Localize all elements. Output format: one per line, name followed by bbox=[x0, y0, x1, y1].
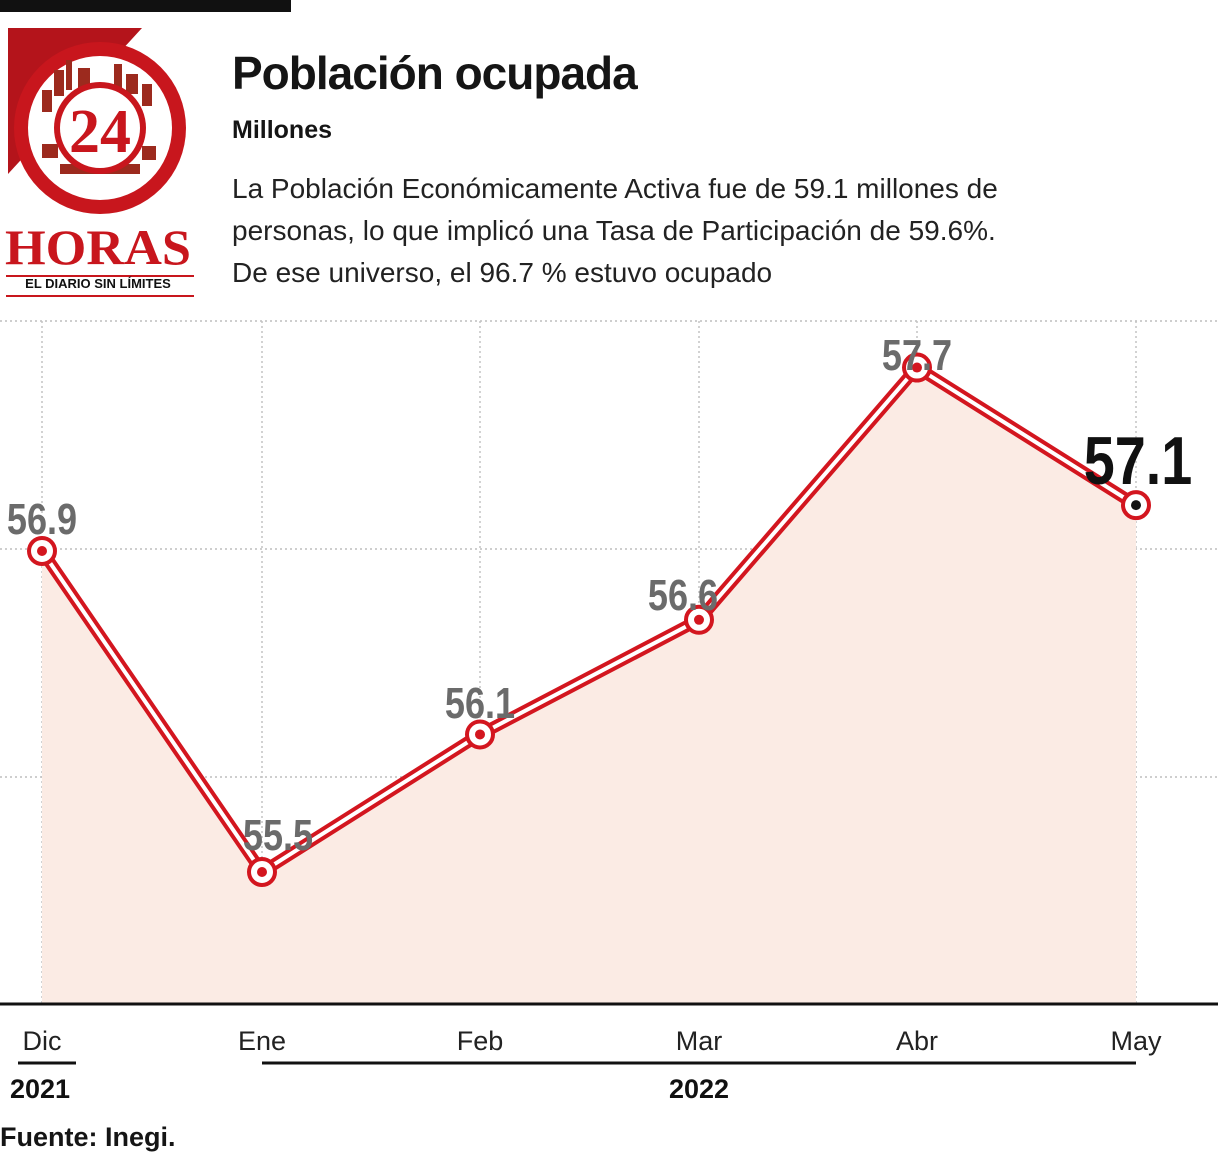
data-label-highlight: 57.1 bbox=[1084, 424, 1193, 499]
data-label: 55.5 bbox=[243, 811, 313, 860]
year-label: 2022 bbox=[669, 1074, 729, 1104]
logo-tagline: EL DIARIO SIN LÍMITES bbox=[25, 276, 171, 291]
data-label: 56.6 bbox=[648, 571, 718, 620]
logo-number-disc-inner bbox=[60, 88, 140, 168]
logo-name: HORAS bbox=[5, 219, 191, 275]
chart-subtitle: Millones bbox=[232, 116, 333, 144]
line-area-chart: 56.9 55.5 56.1 56.6 57.7 57.1 Dic Ene Feb Mar Abr… bbox=[0, 320, 1218, 1104]
x-tick-label: May bbox=[1110, 1026, 1162, 1056]
area-fill bbox=[42, 367, 1136, 1004]
chart-description: La Población Económicamente Activa fue d… bbox=[232, 168, 1132, 294]
series-line-inner bbox=[40, 364, 1138, 875]
top-accent-bar bbox=[0, 0, 291, 12]
description-line-1: La Población Económicamente Activa fue d… bbox=[232, 173, 998, 204]
data-point bbox=[684, 604, 714, 635]
description-line-2: personas, lo que implicó una Tasa de Par… bbox=[232, 215, 996, 246]
x-tick-label: Feb bbox=[457, 1026, 504, 1056]
year-groups: 2021 2022 bbox=[10, 1061, 1136, 1104]
data-point bbox=[465, 719, 495, 750]
logo-number: 24 bbox=[69, 98, 131, 166]
data-point bbox=[247, 857, 277, 888]
data-label: 57.7 bbox=[882, 331, 952, 380]
data-point bbox=[27, 536, 57, 566]
data-label: 56.1 bbox=[445, 679, 515, 728]
chart-title: Población ocupada bbox=[232, 47, 638, 99]
x-tick-label: Mar bbox=[676, 1026, 723, 1056]
x-tick-labels: Dic Ene Feb Mar Abr May bbox=[23, 1026, 1162, 1056]
description-line-3: De ese universo, el 96.7 % estuvo ocupad… bbox=[232, 257, 773, 288]
x-tick-label: Ene bbox=[238, 1026, 286, 1056]
x-tick-label: Abr bbox=[896, 1026, 938, 1056]
year-group: 2022 bbox=[262, 1061, 1136, 1104]
data-label: 56.9 bbox=[7, 495, 77, 544]
data-points bbox=[27, 352, 1151, 888]
year-group: 2021 bbox=[10, 1061, 76, 1104]
source-note: Fuente: Inegi. bbox=[0, 1122, 176, 1152]
year-label: 2021 bbox=[10, 1074, 70, 1104]
series-line bbox=[37, 359, 1140, 881]
data-point bbox=[902, 352, 932, 383]
data-labels: 56.9 55.5 56.1 56.6 57.7 57.1 bbox=[7, 331, 1192, 860]
x-tick-label: Dic bbox=[23, 1026, 62, 1056]
24-horas-logo: 24 HORAS EL DIARIO SIN LÍMITES bbox=[5, 28, 194, 297]
data-point bbox=[1121, 490, 1151, 521]
